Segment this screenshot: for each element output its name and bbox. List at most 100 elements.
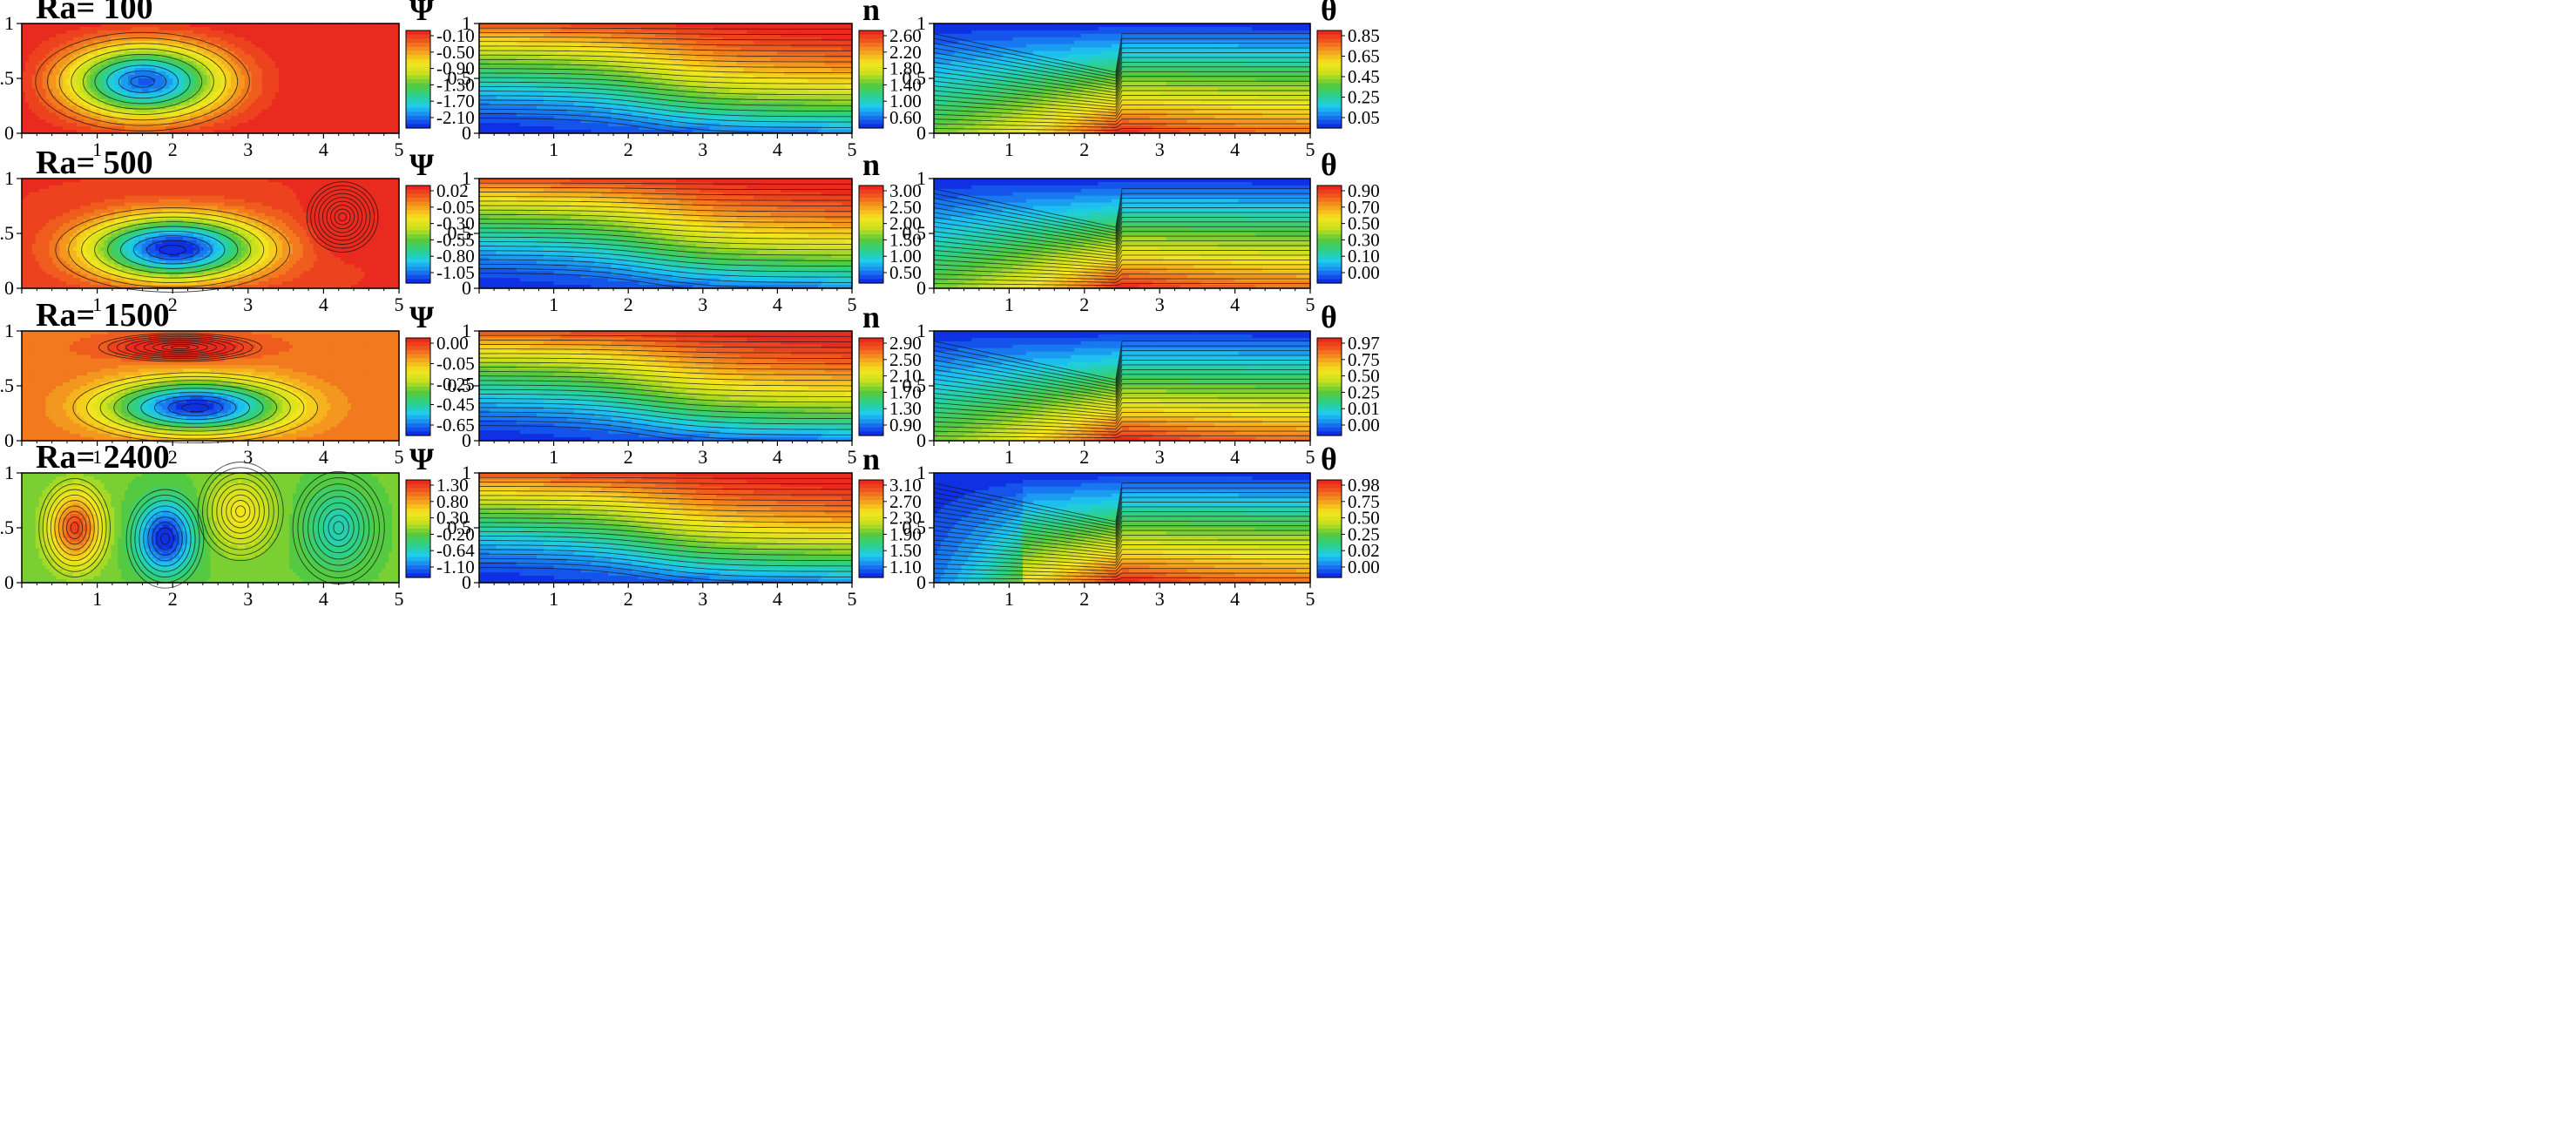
heatmap-cell xyxy=(39,85,44,90)
heatmap-cell xyxy=(29,89,33,93)
heatmap-cell xyxy=(73,82,78,86)
heatmap-cell xyxy=(25,30,30,35)
heatmap-cell xyxy=(43,64,47,69)
heatmap-cell xyxy=(91,78,95,83)
heatmap-cell xyxy=(43,68,47,72)
heatmap-cell xyxy=(36,51,40,56)
heatmap-cell xyxy=(66,92,71,97)
heatmap-cell xyxy=(29,30,33,35)
heatmap-cell xyxy=(84,78,88,83)
heatmap-cell xyxy=(52,92,57,97)
heatmap-cell xyxy=(29,51,33,56)
heatmap-cell xyxy=(98,78,102,83)
heatmap-cell xyxy=(32,30,37,35)
heatmap-cell xyxy=(43,96,47,100)
heatmap-cell xyxy=(63,85,67,90)
heatmap-cell xyxy=(43,51,47,56)
heatmap-cell xyxy=(77,57,81,62)
heatmap-cell xyxy=(39,123,44,127)
heatmap-cell xyxy=(94,89,98,93)
heatmap-cell xyxy=(70,54,74,58)
heatmap-cell xyxy=(46,44,51,49)
heatmap-cell xyxy=(91,126,95,131)
heatmap-cell xyxy=(77,37,81,42)
heatmap-cell xyxy=(32,85,37,90)
heatmap-cell xyxy=(43,82,47,86)
heatmap-cell xyxy=(59,126,64,131)
heatmap-cell xyxy=(59,116,64,120)
heatmap-cell xyxy=(87,78,91,83)
heatmap-cell xyxy=(36,112,40,117)
heatmap-cell xyxy=(87,54,91,58)
heatmap-cell xyxy=(70,30,74,35)
heatmap-cell xyxy=(25,51,30,56)
heatmap-cell xyxy=(25,61,30,65)
heatmap-cell xyxy=(29,34,33,38)
heatmap-cell xyxy=(36,61,40,65)
heatmap-cell xyxy=(49,27,53,31)
heatmap-cell xyxy=(91,89,95,93)
heatmap-cell xyxy=(25,123,30,127)
heatmap-cell xyxy=(39,116,44,120)
heatmap-cell xyxy=(63,37,67,42)
heatmap-cell xyxy=(49,34,53,38)
heatmap-cell xyxy=(43,123,47,127)
heatmap-cell xyxy=(52,85,57,90)
heatmap-cell xyxy=(39,78,44,83)
heatmap-cell xyxy=(111,37,115,42)
heatmap-cell xyxy=(29,82,33,86)
heatmap-cell xyxy=(52,57,57,62)
heatmap-cell xyxy=(39,51,44,56)
heatmap-cell xyxy=(63,34,67,38)
heatmap-cell xyxy=(36,119,40,124)
heatmap-cell xyxy=(29,116,33,120)
heatmap-cell xyxy=(36,116,40,120)
heatmap-cell xyxy=(32,37,37,42)
heatmap-cell xyxy=(73,96,78,100)
heatmap-cell xyxy=(101,75,105,79)
heatmap-cell xyxy=(43,37,47,42)
heatmap-cell xyxy=(80,68,85,72)
heatmap-cell xyxy=(91,27,95,31)
heatmap-cell xyxy=(56,106,60,111)
heatmap-cell xyxy=(66,68,71,72)
heatmap-cell xyxy=(39,57,44,62)
heatmap-cell xyxy=(25,85,30,90)
heatmap-cell xyxy=(87,96,91,100)
heatmap-cell xyxy=(46,116,51,120)
heatmap-cell xyxy=(70,27,74,31)
heatmap-cell xyxy=(94,92,98,97)
heatmap-cell xyxy=(36,103,40,107)
heatmap-cell xyxy=(66,85,71,90)
heatmap-cell xyxy=(59,106,64,111)
heatmap-cell xyxy=(66,57,71,62)
heatmap-cell xyxy=(46,119,51,124)
heatmap-cell xyxy=(70,123,74,127)
heatmap-cell xyxy=(87,82,91,86)
heatmap-cell xyxy=(98,82,102,86)
heatmap-cell xyxy=(101,103,105,107)
heatmap-cell xyxy=(32,123,37,127)
heatmap-cell xyxy=(52,30,57,35)
heatmap-cell xyxy=(36,41,40,45)
heatmap-cell xyxy=(36,64,40,69)
heatmap-cell xyxy=(43,112,47,117)
heatmap-cell xyxy=(25,57,30,62)
heatmap-cell xyxy=(66,103,71,107)
heatmap-cell xyxy=(52,75,57,79)
heatmap-cell xyxy=(49,51,53,56)
heatmap-cell xyxy=(98,64,102,69)
heatmap-cell xyxy=(87,75,91,79)
heatmap-cell xyxy=(77,51,81,56)
heatmap-cell xyxy=(77,85,81,90)
heatmap-cell xyxy=(84,82,88,86)
heatmap-cell xyxy=(52,78,57,83)
heatmap-cell xyxy=(25,109,30,113)
heatmap-cell xyxy=(36,109,40,113)
heatmap-cell xyxy=(46,61,51,65)
heatmap-cell xyxy=(25,44,30,49)
heatmap-cell xyxy=(56,116,60,120)
heatmap-cell xyxy=(46,112,51,117)
heatmap-cell xyxy=(107,30,112,35)
heatmap-cell xyxy=(59,64,64,69)
